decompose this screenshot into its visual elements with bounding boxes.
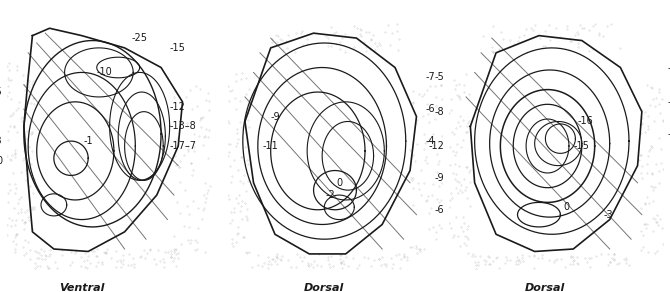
Text: -6: -6	[435, 205, 445, 215]
Text: -6: -6	[667, 129, 670, 139]
Text: -4: -4	[425, 136, 435, 146]
Text: Dorsal: Dorsal	[304, 283, 344, 292]
Text: -13–8: -13–8	[170, 121, 196, 131]
Text: -12: -12	[429, 141, 445, 151]
Text: -8: -8	[667, 97, 670, 107]
Text: -17–7: -17–7	[170, 141, 196, 151]
Text: -10: -10	[96, 67, 113, 77]
Text: -9: -9	[270, 112, 280, 121]
Text: -15: -15	[574, 141, 589, 151]
Text: Dorsal: Dorsal	[525, 283, 565, 292]
Text: 0: 0	[0, 156, 3, 166]
Text: -5: -5	[0, 87, 3, 97]
Text: -2: -2	[326, 190, 336, 200]
Text: -11: -11	[263, 141, 279, 151]
Text: -25: -25	[131, 33, 147, 43]
Text: -8: -8	[435, 107, 445, 117]
Text: -6: -6	[425, 104, 435, 114]
Text: -9: -9	[435, 173, 445, 183]
Text: Ventral: Ventral	[59, 283, 105, 292]
Text: -7: -7	[425, 72, 435, 82]
Text: -5: -5	[435, 72, 445, 82]
Text: -16: -16	[578, 117, 594, 126]
Text: -12: -12	[170, 102, 186, 112]
Text: 0: 0	[336, 178, 342, 188]
Text: -3: -3	[603, 210, 613, 220]
Text: -6: -6	[667, 62, 670, 72]
Text: -15: -15	[170, 43, 186, 53]
Text: 0: 0	[563, 202, 570, 212]
Text: -3: -3	[0, 136, 3, 146]
Text: -1: -1	[83, 136, 93, 146]
